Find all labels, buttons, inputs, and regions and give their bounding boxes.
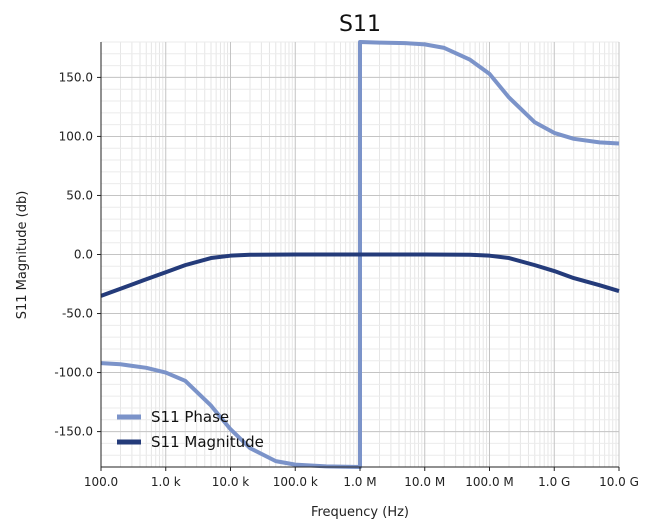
x-tick-label: 1.0 k <box>151 475 181 489</box>
x-tick-label: 10.0 k <box>212 475 250 489</box>
y-tick-label: 150.0 <box>59 70 93 84</box>
legend: S11 Phase S11 Magnitude <box>117 408 264 451</box>
axes: 100.0 1.0 k 10.0 k 100.0 k 1.0 M 10.0 M 100.0 … <box>54 42 639 489</box>
y-tick-label: -50.0 <box>62 307 93 321</box>
y-tick-label: 0.0 <box>74 248 93 262</box>
chart-title: S11 <box>339 12 381 37</box>
y-axis-label: S11 Magnitude (db) <box>15 191 30 320</box>
y-tick-label: -100.0 <box>54 366 93 380</box>
x-axis-label: Frequency (Hz) <box>311 505 409 520</box>
y-tick-label: 50.0 <box>66 188 93 202</box>
x-tick-label: 1.0 G <box>538 475 570 489</box>
y-tick-label: -150.0 <box>54 425 93 439</box>
x-tick-label: 1.0 M <box>343 475 376 489</box>
x-tick-label: 100.0 <box>84 475 118 489</box>
y-tick-label: 100.0 <box>59 129 93 143</box>
series-layer <box>100 40 620 469</box>
legend-label: S11 Magnitude <box>151 433 264 451</box>
x-tick-label: 100.0 k <box>273 475 318 489</box>
series-line-s11-magnitude <box>100 252 620 298</box>
x-tick-label: 10.0 M <box>404 475 445 489</box>
legend-label: S11 Phase <box>151 408 229 426</box>
x-tick-label: 100.0 M <box>465 475 514 489</box>
x-tick-label: 10.0 G <box>599 475 639 489</box>
series-line-s11-phase <box>100 40 620 469</box>
